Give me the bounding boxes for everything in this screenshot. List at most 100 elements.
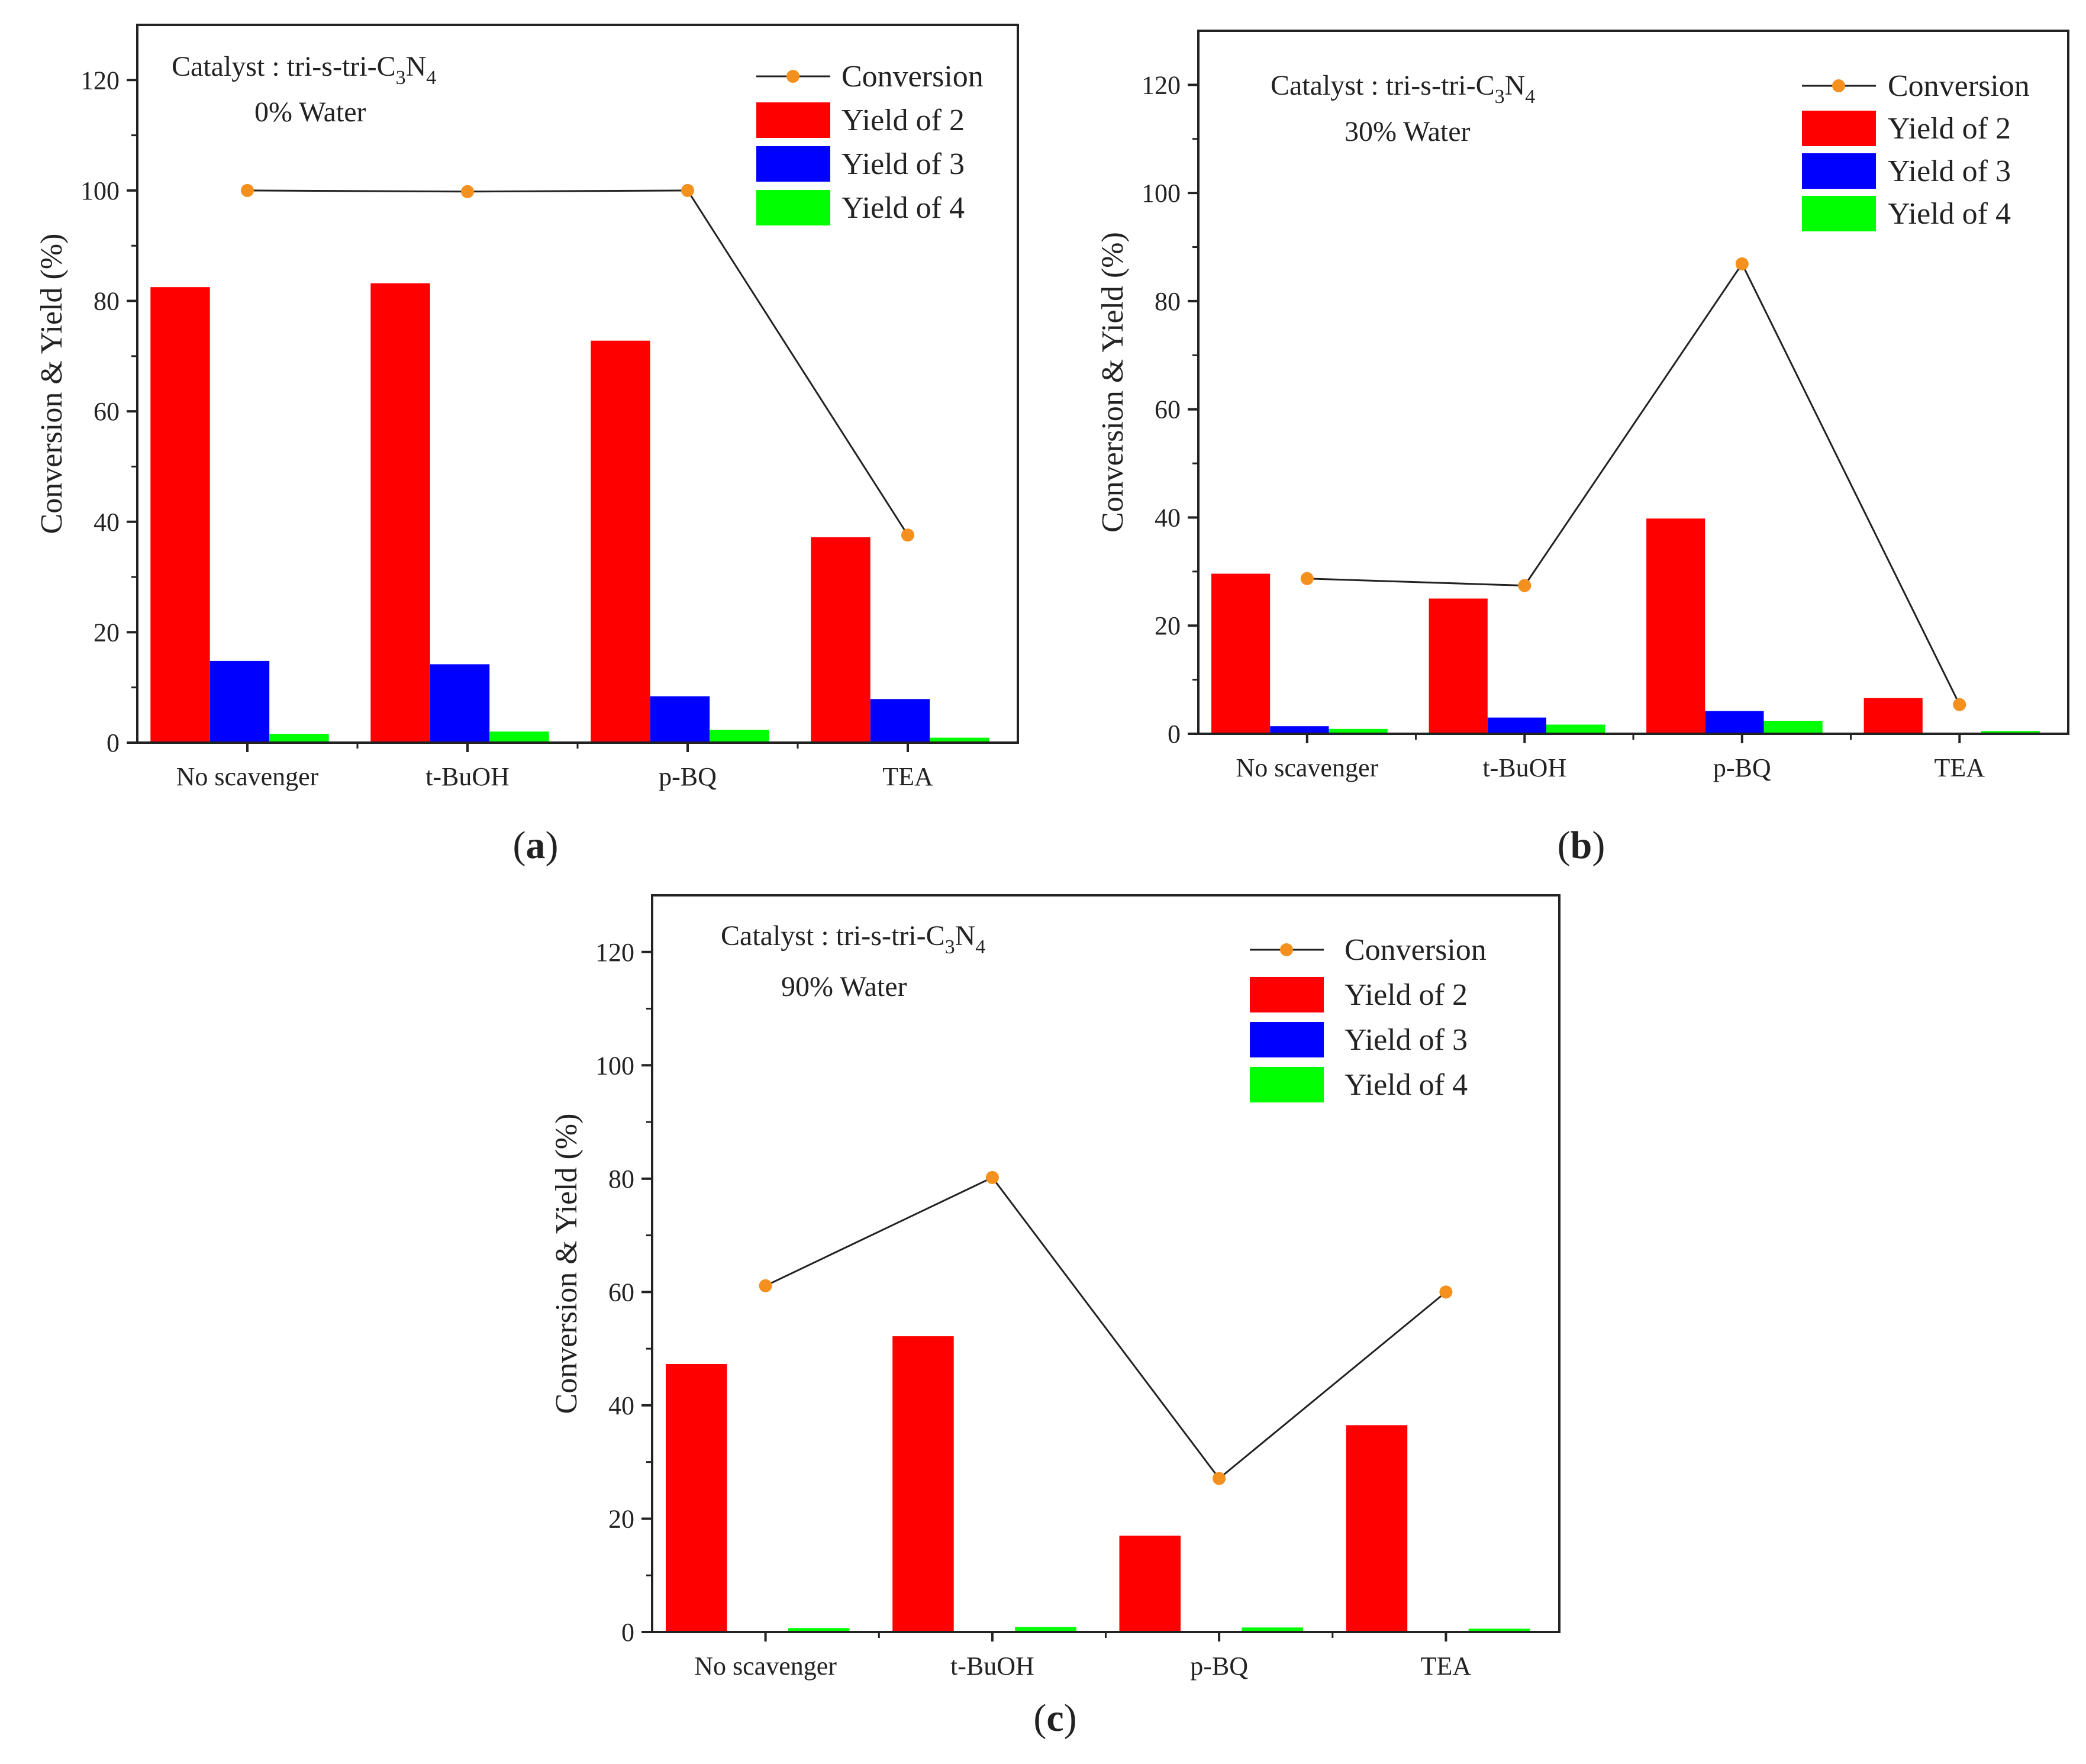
legend-swatch-yield-of-4 (1802, 196, 1876, 231)
bar-yield-of-2-4 (1346, 1425, 1408, 1632)
legend-label: Yield of 3 (1888, 154, 2011, 188)
legend-swatch-yield-of-2 (1250, 977, 1324, 1012)
bar-yield-of-4-2 (1546, 724, 1605, 734)
bar-yield-of-3-3 (650, 696, 710, 743)
bar-yield-of-3-2 (1487, 717, 1546, 734)
bar-yield-of-2-3 (1119, 1536, 1181, 1632)
y-tick-label: 20 (608, 1504, 634, 1533)
chart-panel-b: 0 20 40 60 80 100 120 No scavenger t-BuOH p-BQ TEA… (1096, 30, 2069, 867)
bar-yield-of-3-1 (209, 660, 270, 743)
catalyst-annotation: Catalyst : tri-s-tri-C3N4 (721, 920, 985, 958)
water-annotation: 30% Water (1345, 116, 1471, 147)
y-tick-label: 60 (608, 1278, 634, 1307)
chart-panel-c: 0 20 40 60 80 100 120 No scavenger t-BuOH p-BQ TEA… (550, 894, 1561, 1740)
bar-yield-of-3-2 (430, 664, 490, 743)
chart-panel-a: 0 20 40 60 80 100 120 No scavenger t-BuOH p-BQ TEA… (35, 24, 1019, 867)
y-tick-label: 100 (1142, 179, 1181, 208)
bar-yield-of-2-3 (1646, 518, 1705, 734)
bar-yield-of-2-1 (150, 287, 210, 743)
y-tick-label: 60 (1155, 395, 1181, 424)
legend-swatch-yield-of-2 (1802, 111, 1876, 146)
bar-yield-of-3-4 (870, 699, 930, 743)
water-annotation: 0% Water (254, 96, 366, 128)
bar-yield-of-4-3 (710, 730, 769, 743)
bar-yield-of-4-2 (489, 731, 549, 743)
bar-yield-of-4-1 (1329, 728, 1388, 734)
y-tick-label: 120 (80, 66, 120, 95)
y-tick-label: 120 (1142, 70, 1181, 99)
bar-yield-of-2-3 (591, 340, 650, 743)
conversion-point-4 (901, 528, 914, 542)
y-axis-title: Conversion & Yield (%) (1096, 232, 1130, 533)
legend-label: Yield of 2 (1888, 112, 2011, 146)
y-tick-label: 80 (1155, 287, 1181, 316)
legend-swatch-yield-of-4 (1250, 1067, 1324, 1102)
bar-yield-of-2-1 (1211, 573, 1271, 734)
x-tick-label: No scavenger (176, 762, 319, 791)
y-tick-label: 80 (94, 287, 120, 316)
panel-label: (a) (513, 824, 559, 867)
y-tick-label: 80 (608, 1165, 634, 1194)
y-tick-label: 20 (1155, 611, 1181, 640)
legend-swatch-yield-of-4 (756, 190, 830, 225)
legend-swatch-yield-of-3 (756, 146, 830, 182)
catalyst-annotation: Catalyst : tri-s-tri-C3N4 (1271, 70, 1535, 108)
legend-label: Yield of 3 (1345, 1023, 1468, 1057)
legend: Conversion Yield of 2 Yield of 3 Yield of 4 (1250, 933, 1487, 1102)
x-tick-label: TEA (882, 762, 933, 791)
bar-yield-of-4-2 (1015, 1627, 1076, 1632)
legend-label: Conversion (1888, 69, 2030, 103)
x-tick-label: p-BQ (1190, 1652, 1248, 1681)
bar-yield-of-2-1 (666, 1364, 727, 1632)
y-tick-label: 40 (94, 508, 120, 537)
bar-yield-of-4-4 (1981, 731, 2040, 734)
bar-yield-of-3-3 (1705, 711, 1764, 734)
bar-yield-of-2-2 (892, 1336, 954, 1632)
conversion-point-1 (1300, 572, 1314, 585)
bar-yield-of-4-1 (788, 1628, 850, 1632)
x-tick-label: p-BQ (1713, 753, 1771, 782)
bar-yield-of-2-2 (370, 283, 430, 743)
conversion-point-2 (985, 1170, 999, 1184)
bar-yield-of-2-4 (1863, 698, 1923, 734)
bar-yield-of-4-4 (1468, 1628, 1530, 1632)
bar-yield-of-4-3 (1763, 721, 1823, 734)
x-tick-label: t-BuOH (1482, 753, 1566, 782)
legend-marker-conversion (1832, 79, 1845, 92)
conversion-point-1 (241, 183, 254, 197)
y-tick-label: 40 (1155, 503, 1181, 532)
y-tick-label: 120 (595, 938, 634, 967)
x-tick-label: No scavenger (694, 1652, 837, 1681)
conversion-point-4 (1953, 698, 1966, 711)
y-tick-label: 100 (595, 1051, 634, 1080)
x-tick-label: t-BuOH (425, 762, 510, 791)
bar-yield-of-4-1 (269, 734, 329, 743)
bar-yield-of-3-1 (1270, 726, 1329, 734)
panel-label: (c) (1033, 1697, 1076, 1740)
panel-label: (b) (1558, 824, 1605, 867)
y-tick-label: 60 (94, 397, 120, 426)
x-tick-label: TEA (1935, 753, 1985, 782)
bar-yield-of-4-3 (1242, 1627, 1303, 1632)
y-axis-title: Conversion & Yield (%) (550, 1114, 583, 1414)
catalyst-annotation: Catalyst : tri-s-tri-C3N4 (172, 51, 436, 89)
legend-label: Yield of 2 (842, 104, 965, 137)
y-tick-label: 0 (107, 728, 120, 757)
y-tick-label: 0 (621, 1618, 634, 1647)
legend-label: Yield of 2 (1345, 978, 1468, 1012)
x-tick-label: t-BuOH (950, 1652, 1034, 1681)
legend-label: Yield of 3 (842, 147, 965, 181)
bar-yield-of-2-4 (811, 537, 870, 743)
conversion-point-4 (1439, 1285, 1453, 1299)
conversion-line (1307, 262, 1961, 705)
conversion-point-3 (681, 183, 694, 197)
conversion-point-3 (1735, 257, 1749, 270)
conversion-point-1 (759, 1279, 772, 1292)
conversion-point-2 (1518, 579, 1532, 592)
legend-swatch-yield-of-3 (1250, 1022, 1324, 1057)
x-tick-label: p-BQ (659, 762, 717, 791)
legend-label: Yield of 4 (1345, 1068, 1468, 1102)
water-annotation: 90% Water (781, 971, 907, 1002)
legend: Conversion Yield of 2 Yield of 3 Yield of 4 (756, 60, 984, 225)
y-tick-label: 20 (94, 618, 120, 647)
